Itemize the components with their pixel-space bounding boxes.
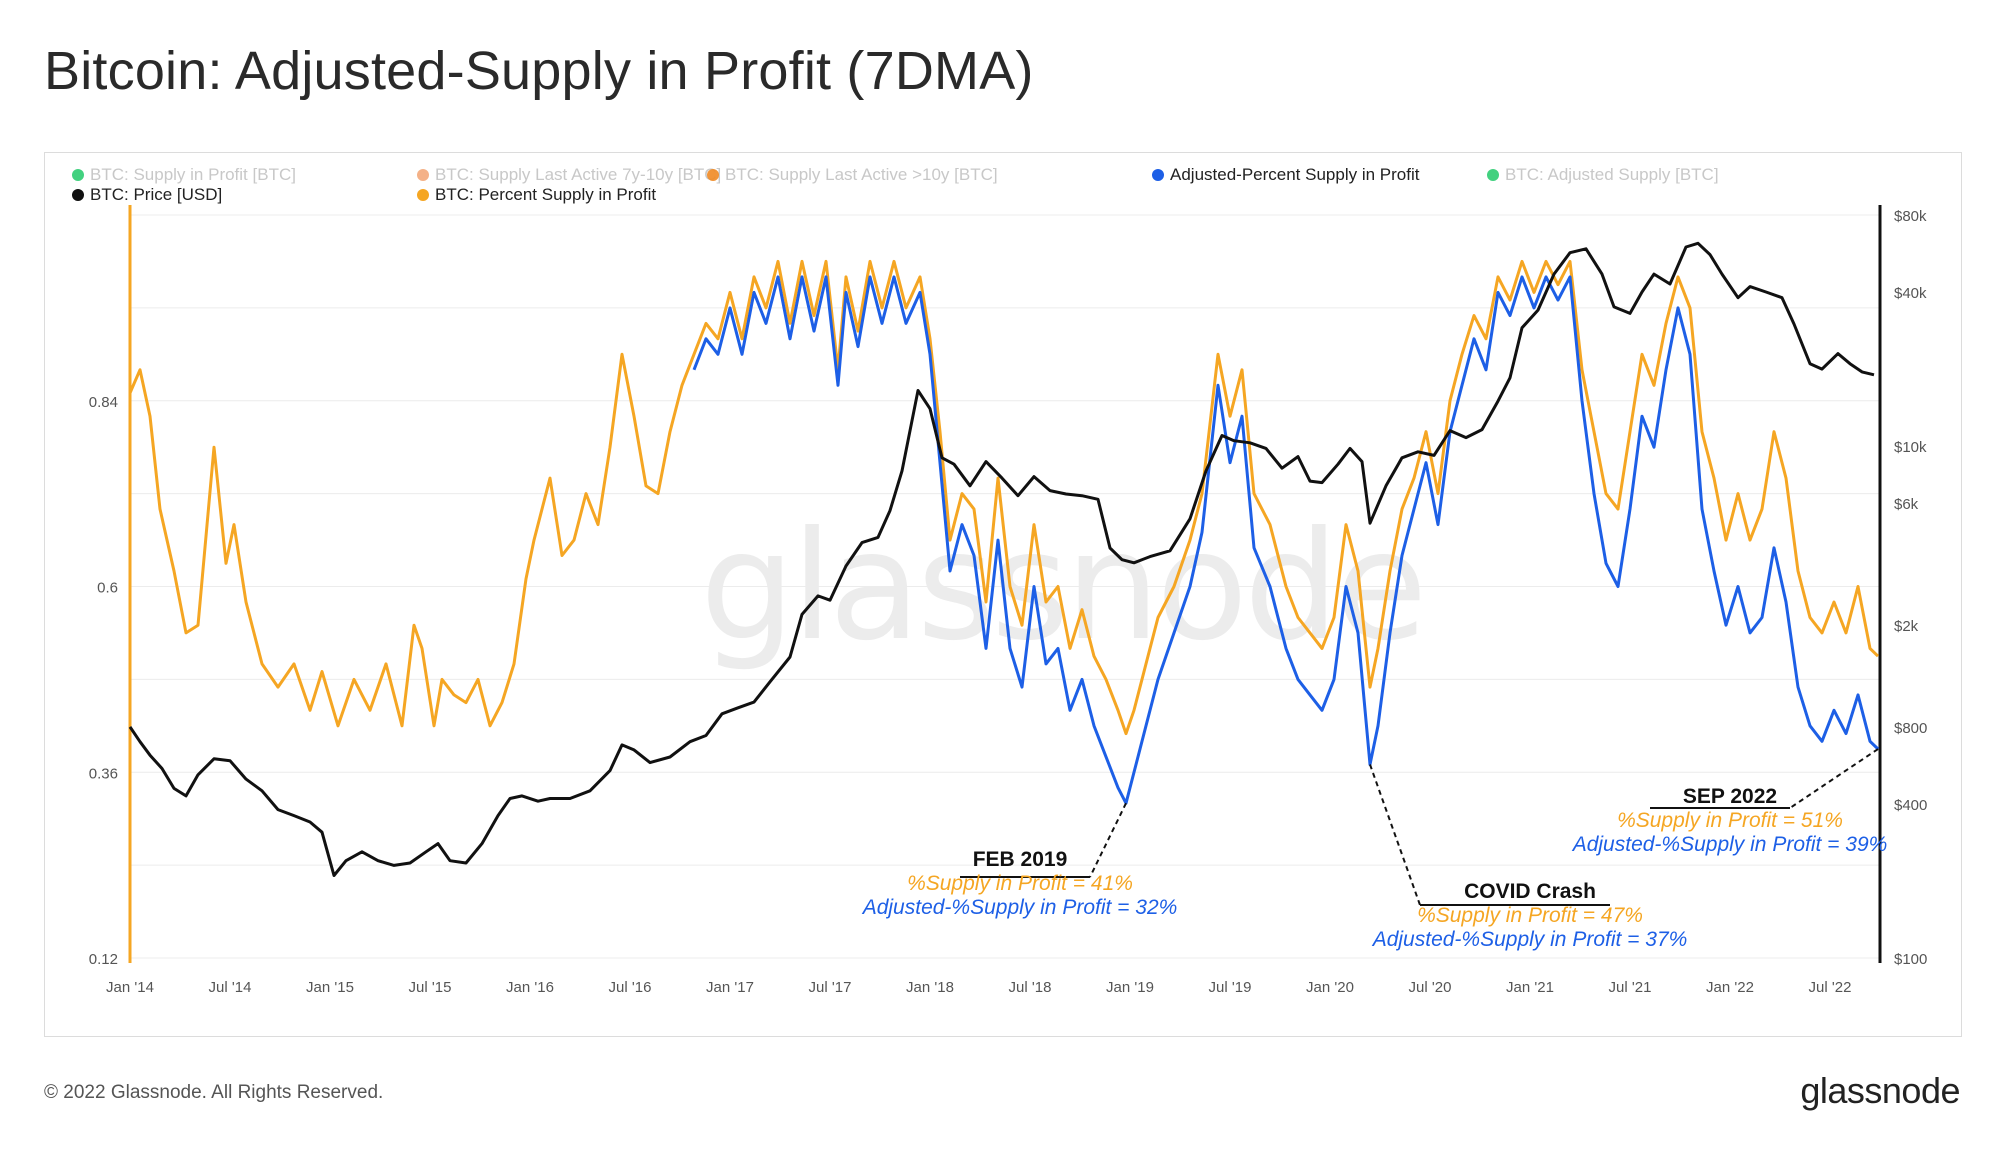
x-axis-tick-label: Jul '21 <box>1609 979 1652 996</box>
x-axis-tick-label: Jan '17 <box>706 979 754 996</box>
series-line-adjusted-percent-supply-in-profit <box>692 275 1880 805</box>
right-axis-tick-label: $800 <box>1894 720 1927 737</box>
chart-title: Bitcoin: Adjusted-Supply in Profit (7DMA… <box>44 41 1034 101</box>
x-axis-tick-label: Jul '22 <box>1809 979 1852 996</box>
x-axis-tick-label: Jul '16 <box>609 979 652 996</box>
series-line-percent-supply-in-profit <box>128 259 1880 736</box>
annotation-heading: SEP 2022 <box>1682 785 1778 808</box>
legend-item[interactable]: BTC: Percent Supply in Profit <box>417 185 656 205</box>
right-axis-tick-label: $10k <box>1894 439 1927 456</box>
legend-item[interactable]: Adjusted-Percent Supply in Profit <box>1152 165 1419 185</box>
x-axis-tick-label: Jul '14 <box>209 979 252 996</box>
x-axis-tick-label: Jul '20 <box>1409 979 1452 996</box>
right-axis-tick-label: $100 <box>1894 951 1927 968</box>
x-axis-tick-label: Jan '22 <box>1706 979 1754 996</box>
annotation-adjusted-supply-in-profit: Adjusted-%Supply in Profit = 32% <box>862 896 1178 919</box>
legend-item[interactable]: BTC: Supply in Profit [BTC] <box>72 165 296 185</box>
chart-legend: BTC: Supply in Profit [BTC] BTC: Supply L… <box>72 165 1872 213</box>
legend-item[interactable]: BTC: Adjusted Supply [BTC] <box>1487 165 1719 185</box>
left-axis-tick-label: 0.36 <box>89 765 118 782</box>
legend-dot-icon <box>1487 169 1499 181</box>
right-axis-tick-label: $400 <box>1894 797 1927 814</box>
legend-dot-icon <box>1152 169 1164 181</box>
brand-logo[interactable]: glassnode <box>1800 1070 1960 1111</box>
legend-item[interactable]: BTC: Supply Last Active 7y-10y [BTC] <box>417 165 721 185</box>
series-line-btc-price <box>128 241 1875 877</box>
left-axis-tick-label: 0.84 <box>89 394 118 411</box>
right-axis-tick-label: $2k <box>1894 618 1919 635</box>
left-axis-tick-label: 0.12 <box>89 951 118 968</box>
legend-dot-icon <box>72 169 84 181</box>
annotation-supply-in-profit: %Supply in Profit = 51% <box>1617 809 1843 832</box>
x-axis-tick-label: Jul '15 <box>409 979 452 996</box>
legend-label: BTC: Supply in Profit [BTC] <box>90 165 296 184</box>
annotation-leader-line <box>1089 802 1127 878</box>
legend-dot-icon <box>707 169 719 181</box>
x-axis-tick-label: Jan '16 <box>506 979 554 996</box>
annotation-covid-crash: COVID Crash %Supply in Profit = 47% Adju… <box>1340 880 1720 952</box>
legend-label: BTC: Supply Last Active >10y [BTC] <box>725 165 998 184</box>
legend-dot-icon <box>417 169 429 181</box>
annotation-supply-in-profit: %Supply in Profit = 41% <box>907 872 1133 895</box>
annotation-leader-line <box>1369 764 1421 906</box>
annotation-feb-2019: FEB 2019 %Supply in Profit = 41% Adjuste… <box>830 848 1210 920</box>
annotation-adjusted-supply-in-profit: Adjusted-%Supply in Profit = 37% <box>1372 928 1688 951</box>
legend-label: BTC: Adjusted Supply [BTC] <box>1505 165 1719 184</box>
right-axis-tick-label: $80k <box>1894 208 1927 225</box>
annotation-heading: FEB 2019 <box>972 848 1068 871</box>
right-axis-tick-label: $6k <box>1894 496 1919 513</box>
x-axis-tick-label: Jan '15 <box>306 979 354 996</box>
annotation-supply-in-profit: %Supply in Profit = 47% <box>1417 904 1643 927</box>
legend-item[interactable]: BTC: Price [USD] <box>72 185 222 205</box>
left-axis-tick-label: 0.6 <box>97 580 118 597</box>
x-axis-tick-label: Jul '19 <box>1209 979 1252 996</box>
copyright-footer: © 2022 Glassnode. All Rights Reserved. <box>44 1082 384 1103</box>
x-axis-tick-label: Jan '20 <box>1306 979 1354 996</box>
annotation-adjusted-supply-in-profit: Adjusted-%Supply in Profit = 39% <box>1572 833 1888 856</box>
annotation-sep-2022: SEP 2022 %Supply in Profit = 51% Adjuste… <box>1540 785 1920 857</box>
x-axis-tick-label: Jan '21 <box>1506 979 1554 996</box>
legend-label: BTC: Supply Last Active 7y-10y [BTC] <box>435 165 722 184</box>
legend-dot-icon <box>417 189 429 201</box>
right-axis-tick-label: $40k <box>1894 285 1927 302</box>
annotation-heading: COVID Crash <box>1464 880 1596 903</box>
legend-label: BTC: Percent Supply in Profit <box>435 185 657 204</box>
legend-dot-icon <box>72 189 84 201</box>
x-axis-tick-label: Jul '17 <box>809 979 852 996</box>
x-axis-tick-label: Jan '14 <box>106 979 154 996</box>
x-axis-tick-label: Jan '18 <box>906 979 954 996</box>
x-axis-tick-label: Jan '19 <box>1106 979 1154 996</box>
x-axis-tick-label: Jul '18 <box>1009 979 1052 996</box>
legend-label: BTC: Price [USD] <box>90 185 223 204</box>
legend-item[interactable]: BTC: Supply Last Active >10y [BTC] <box>707 165 998 185</box>
legend-label: Adjusted-Percent Supply in Profit <box>1170 165 1420 184</box>
